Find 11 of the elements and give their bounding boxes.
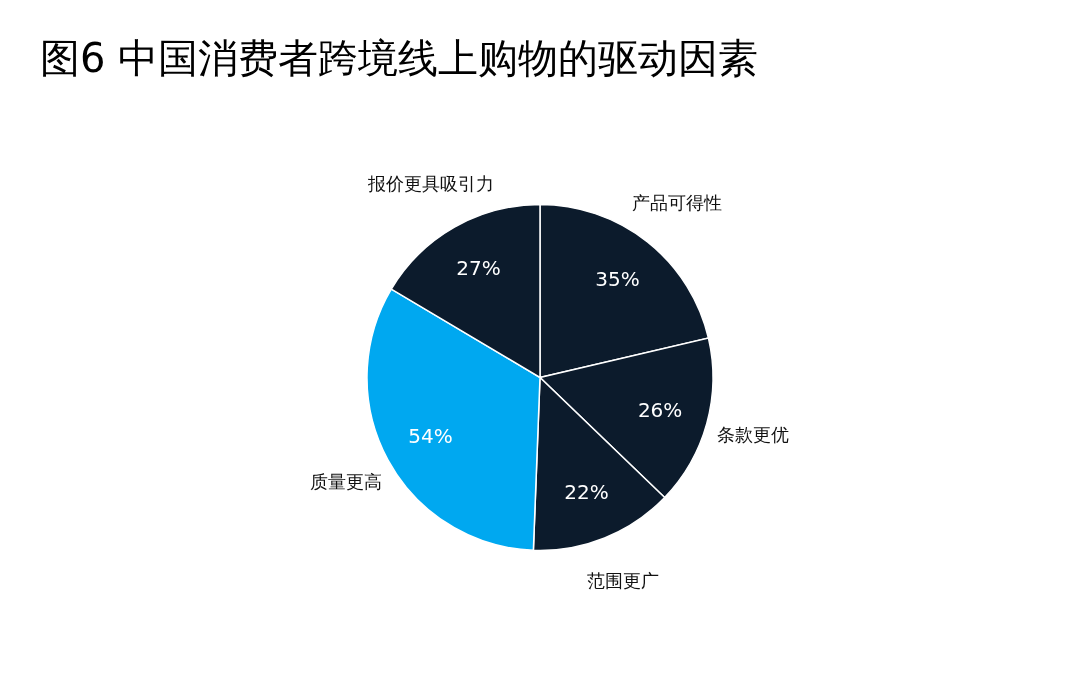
chart-title: 图6 中国消费者跨境线上购物的驱动因素 [40, 35, 759, 81]
data-label: 22% [564, 480, 609, 505]
data-label: 35% [595, 266, 640, 291]
slice-label: 范围更广 [586, 570, 659, 592]
slice-label: 质量更高 [309, 471, 382, 493]
data-label: 26% [637, 397, 683, 422]
data-label: 27% [456, 256, 501, 281]
slice-label: 条款更优 [717, 424, 790, 446]
slice-label: 产品可得性 [632, 192, 723, 214]
slice-label: 报价更具吸引力 [366, 173, 494, 195]
data-label: 54% [408, 424, 453, 448]
